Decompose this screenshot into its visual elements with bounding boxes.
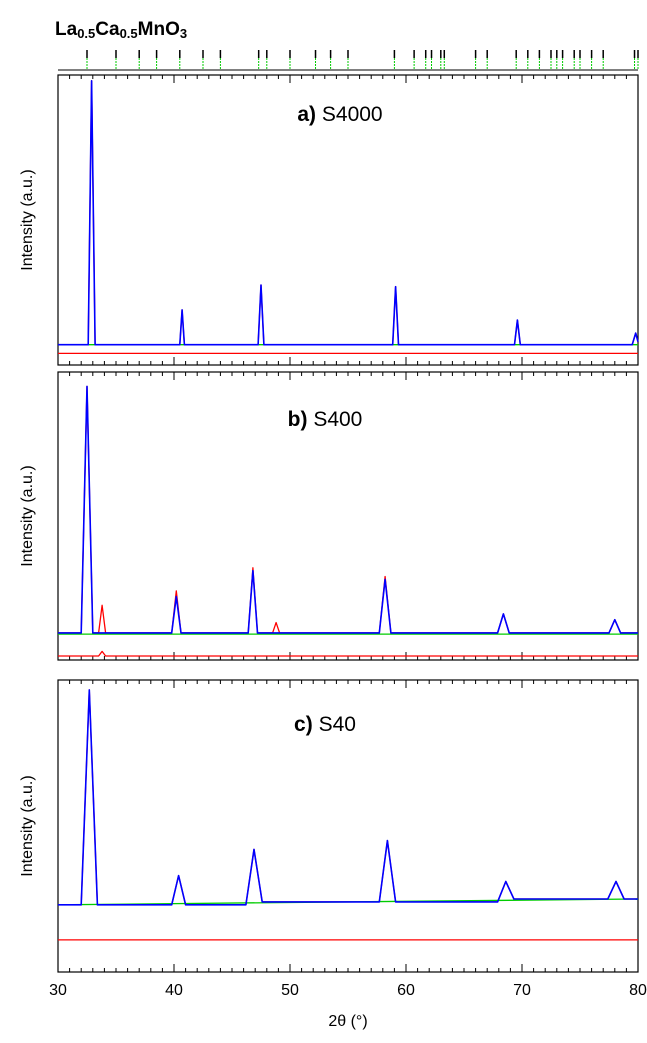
pattern-line [58, 689, 638, 906]
pattern-line [58, 80, 639, 346]
x-tick-label: 70 [513, 982, 531, 999]
y-axis-label: Intensity (a.u.) [19, 169, 36, 270]
panel-letter: c) [294, 713, 313, 736]
chart-title: La0.5Ca0.5MnO3 [55, 19, 187, 41]
x-tick-label: 80 [629, 982, 647, 999]
panel-label: c) S40 [294, 713, 356, 736]
panel-sample: S400 [313, 408, 362, 431]
x-axis-label: 2θ (°) [328, 1013, 367, 1030]
panel-sample: S40 [319, 713, 356, 736]
title-part: 0.5 [77, 26, 95, 41]
title-part: 3 [180, 26, 187, 41]
x-tick-label: 30 [49, 982, 67, 999]
x-tick-label: 60 [397, 982, 415, 999]
title-part: 0.5 [120, 26, 138, 41]
title-part: La [55, 19, 78, 40]
pattern-line [58, 385, 638, 634]
title-part: MnO [138, 19, 180, 40]
panel-letter: a) [297, 103, 316, 126]
y-axis-label: Intensity (a.u.) [19, 775, 36, 876]
panel-sample: S4000 [322, 103, 383, 126]
y-axis-label: Intensity (a.u.) [19, 465, 36, 566]
x-tick-label: 40 [165, 982, 183, 999]
pattern-line [58, 650, 638, 657]
panel-label: a) S4000 [297, 103, 382, 126]
x-tick-label: 50 [281, 982, 299, 999]
title-part: Ca [95, 19, 120, 40]
panel-label: b) S400 [288, 408, 363, 431]
panel-letter: b) [288, 408, 308, 431]
